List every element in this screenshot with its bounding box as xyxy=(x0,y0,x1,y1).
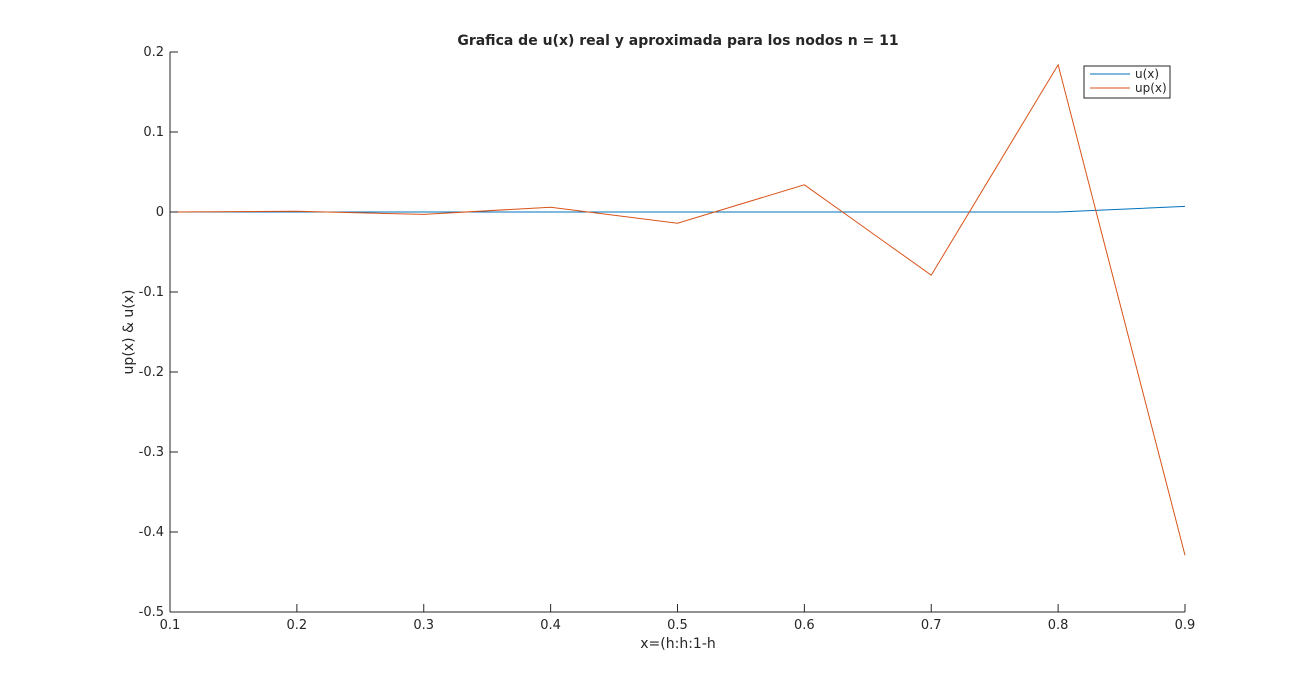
legend: u(x)up(x) xyxy=(1083,65,1171,99)
x-axis-label: x=(h:h:1-h xyxy=(640,636,716,652)
legend-entry-label: up(x) xyxy=(1135,81,1167,95)
y-tick-label: -0.3 xyxy=(139,445,164,460)
series-layer xyxy=(169,63,1186,556)
x-ticks: 0.1 0.2 0.3 0.4 0.5 0.6 0.7 0.8 0.9 xyxy=(160,604,1196,633)
y-ticks: -0.5 -0.4 -0.3 -0.2 -0.1 0 0.1 0.2 xyxy=(139,45,178,620)
y-tick-label: -0.4 xyxy=(139,525,164,540)
x-tick-label: 0.7 xyxy=(921,618,942,633)
y-tick-label: 0 xyxy=(156,205,164,220)
y-axis-label: up(x) & u(x) xyxy=(121,290,137,375)
x-tick-label: 0.3 xyxy=(413,618,434,633)
y-tick-label: -0.5 xyxy=(139,605,164,620)
x-tick-label: 0.1 xyxy=(160,618,181,633)
y-tick-label: 0.1 xyxy=(143,125,164,140)
y-tick-label: 0.2 xyxy=(143,45,164,60)
legend-entry-label: u(x) xyxy=(1135,67,1159,81)
plot-area: 0.1 0.2 0.3 0.4 0.5 0.6 0.7 0.8 0.9 -0.5 -0.4 -0.3… xyxy=(139,45,1196,633)
x-tick-label: 0.4 xyxy=(540,618,561,633)
y-tick-label: -0.2 xyxy=(139,365,164,380)
x-tick-label: 0.8 xyxy=(1048,618,1069,633)
series-line-up xyxy=(169,63,1186,556)
legend-box xyxy=(1083,65,1171,99)
y-tick-label: -0.1 xyxy=(139,285,164,300)
x-tick-label: 0.2 xyxy=(287,618,308,633)
x-tick-label: 0.6 xyxy=(794,618,815,633)
chart-title: Grafica de u(x) real y aproximada para l… xyxy=(457,33,898,49)
axes-background xyxy=(170,52,1185,612)
x-tick-label: 0.9 xyxy=(1175,618,1196,633)
x-tick-label: 0.5 xyxy=(667,618,688,633)
